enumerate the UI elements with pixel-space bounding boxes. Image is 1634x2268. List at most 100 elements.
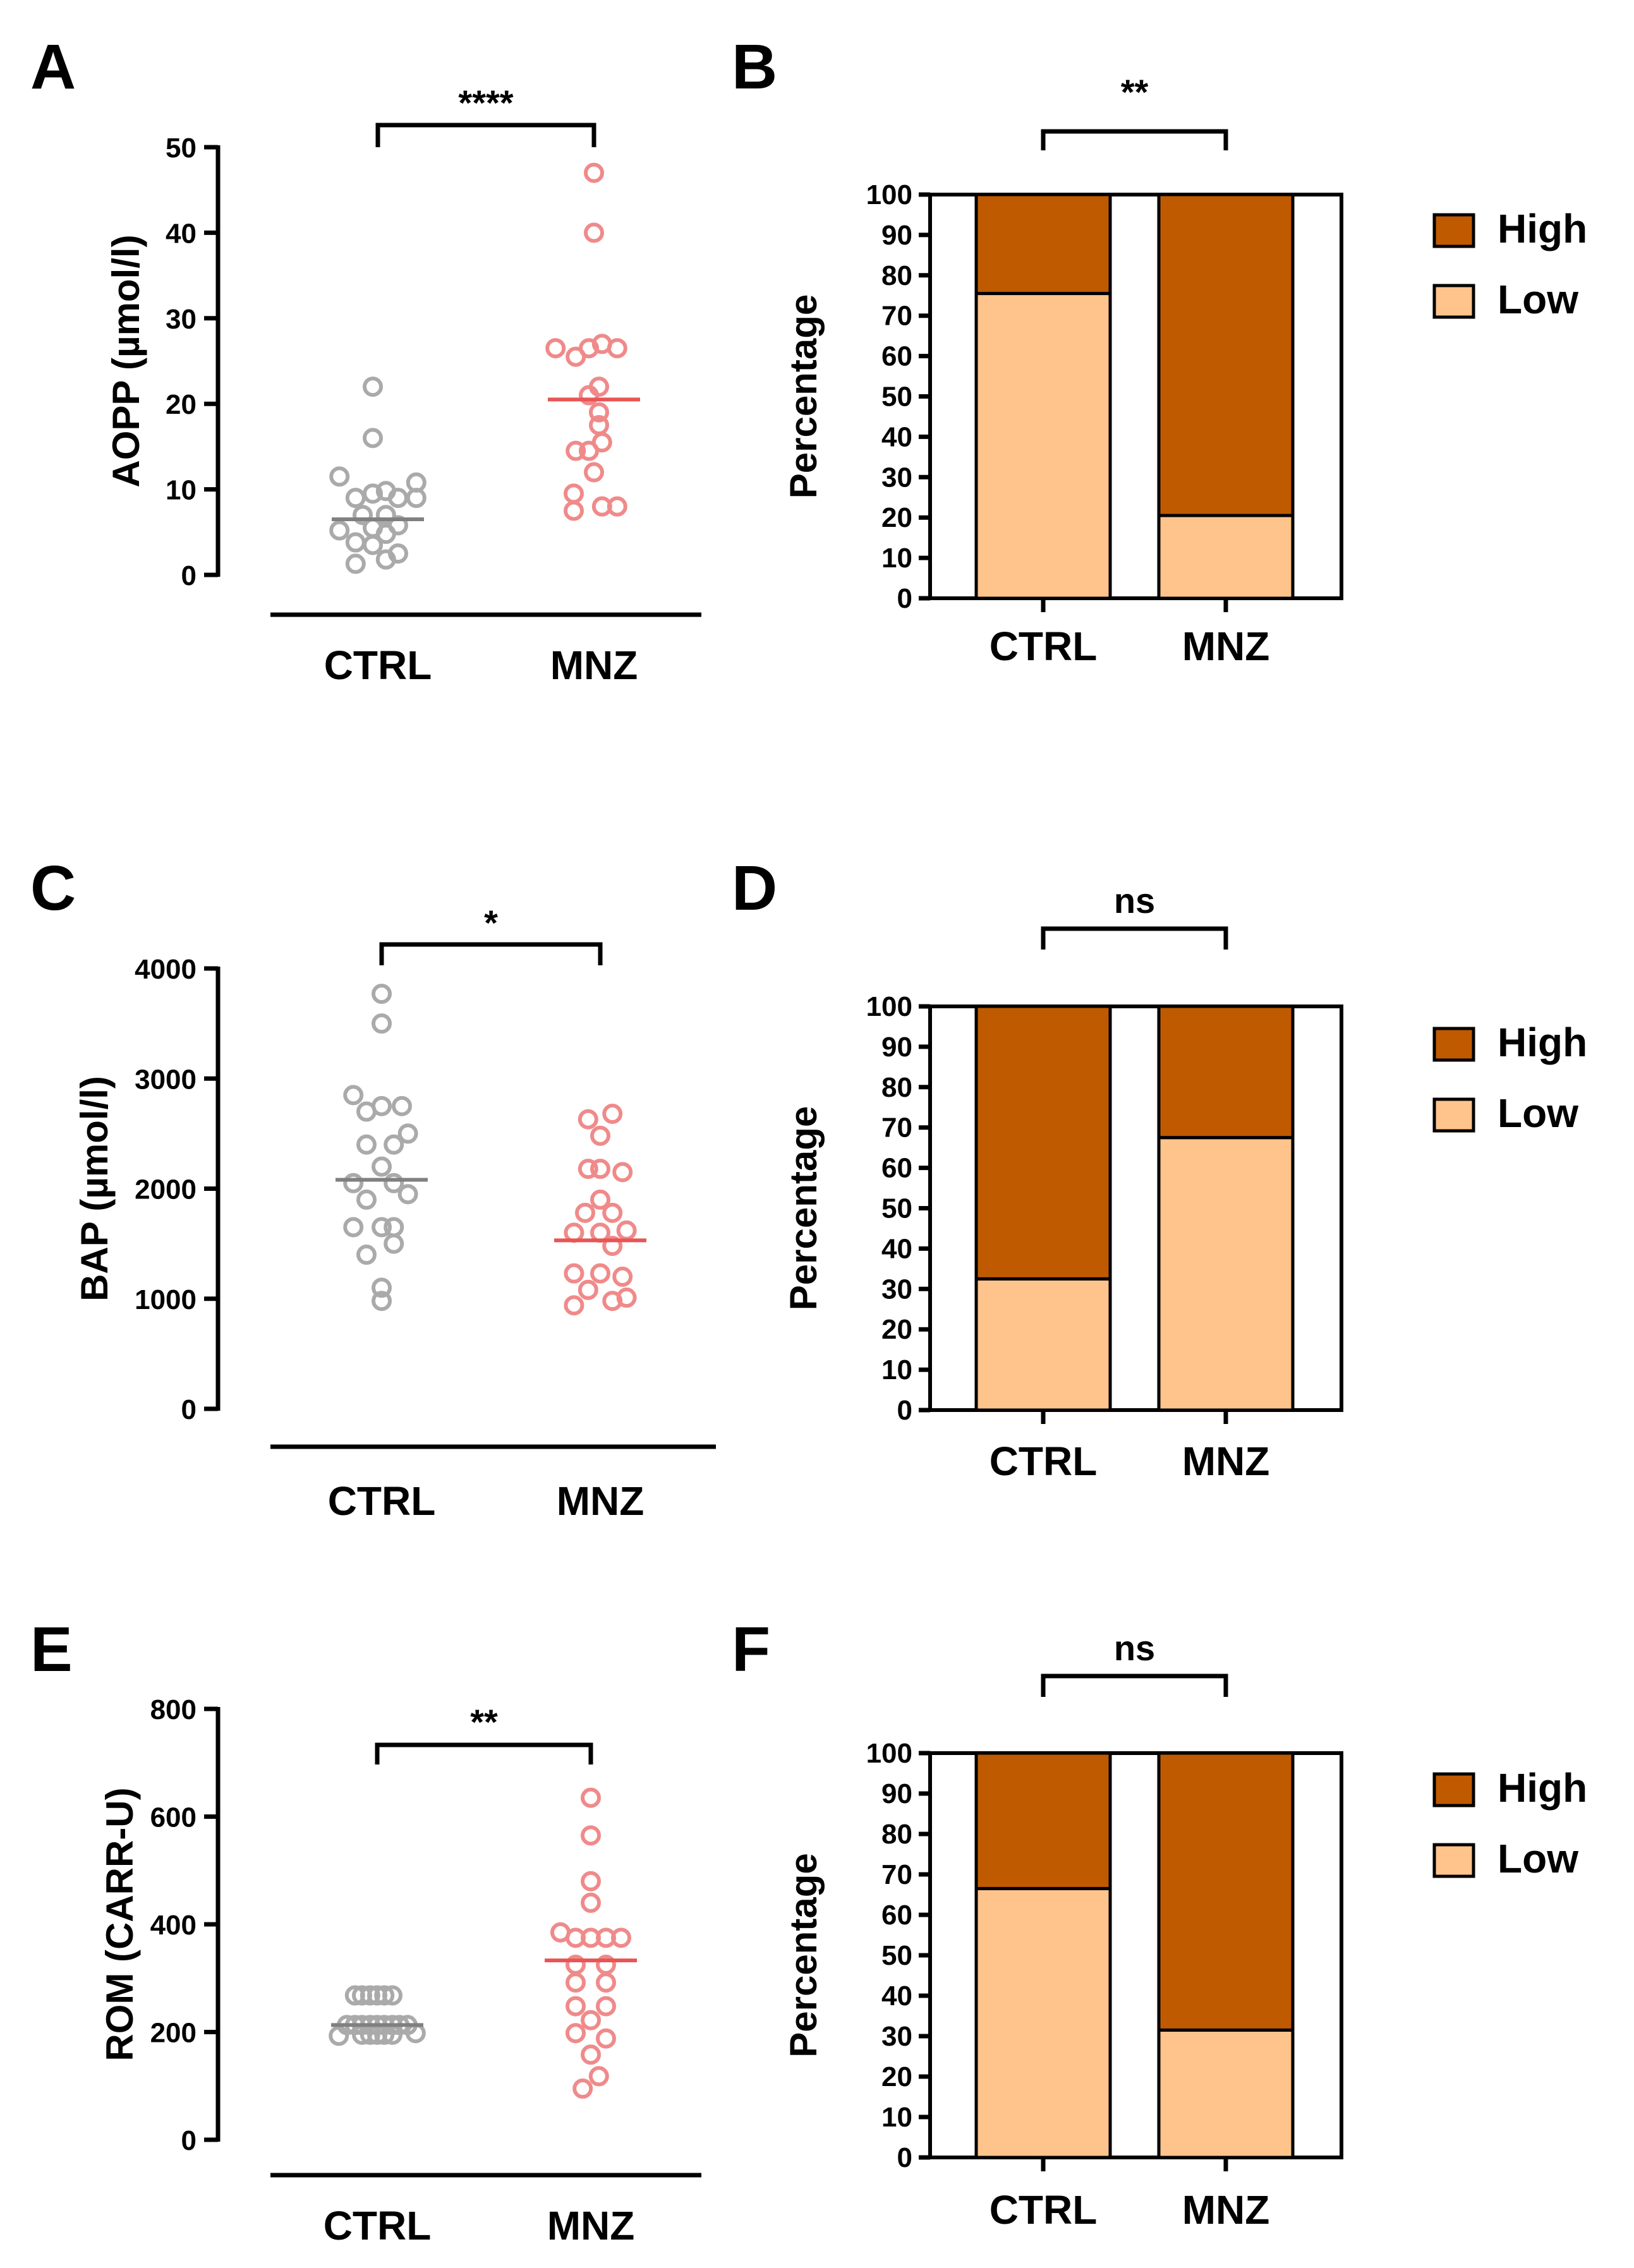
data-point-ctrl xyxy=(345,488,366,509)
panel-F: F 0 10 20 30 40 50 60 70 80 90 100 Percentage CTRL MNZ… xyxy=(732,1614,1587,2233)
data-point-mnz xyxy=(612,1162,633,1183)
legend-swatch-high xyxy=(1432,1027,1475,1062)
data-point-mnz xyxy=(590,1125,610,1146)
data-point-ctrl xyxy=(397,1123,418,1144)
legend-label-low: Low xyxy=(1498,1836,1578,1881)
data-point-ctrl xyxy=(356,1101,377,1122)
y-tick-label: 30 xyxy=(881,462,912,493)
y-tick-label: 80 xyxy=(881,260,912,291)
data-point-mnz xyxy=(591,432,612,453)
data-point-ctrl xyxy=(384,1134,404,1155)
data-point-ctrl xyxy=(363,483,383,504)
y-tick-label: 0 xyxy=(181,1394,197,1425)
x-category-label: CTRL xyxy=(324,642,432,688)
data-point-mnz xyxy=(578,1159,598,1179)
data-point-mnz xyxy=(581,2010,601,2030)
panel-B: B 0 10 20 30 40 50 60 70 80 90 100 Percentage CTRL MNZ… xyxy=(732,32,1587,669)
y-tick-label: 80 xyxy=(881,1072,912,1103)
data-point-mnz xyxy=(589,415,609,436)
data-point-mnz xyxy=(564,1222,584,1243)
panel-label-A: A xyxy=(30,32,76,102)
y-tick-label: 2000 xyxy=(135,1174,197,1205)
data-point-ctrl xyxy=(329,520,350,541)
x-category-label: CTRL xyxy=(989,2187,1098,2233)
data-point-mnz xyxy=(596,2028,616,2049)
data-point-mnz xyxy=(602,1236,623,1257)
data-point-mnz xyxy=(578,1109,598,1130)
legend-swatch-low xyxy=(1432,1097,1475,1133)
bar-low-mnz xyxy=(1157,2028,1295,2159)
y-tick-label: 70 xyxy=(881,301,912,332)
data-point-mnz xyxy=(581,1825,601,1846)
x-category-label: MNZ xyxy=(1182,2187,1270,2233)
panel-A: A 0 10 20 30 40 50 AOPP (µmol/l) CTRL MNZ **** xyxy=(30,32,701,688)
panel-C: C 0 1000 2000 3000 4000 BAP (µmol/l) CTRL MNZ * xyxy=(30,853,716,1524)
data-point-mnz xyxy=(588,2066,609,2087)
data-point-mnz xyxy=(564,1263,584,1284)
data-point-ctrl xyxy=(388,543,408,564)
data-point-ctrl xyxy=(360,1985,380,2006)
data-point-mnz xyxy=(602,1104,623,1125)
y-tick-label: 4000 xyxy=(135,954,197,985)
bar-low-ctrl xyxy=(974,1277,1112,1412)
y-tick-label: 70 xyxy=(881,1113,912,1143)
legend-label-high: High xyxy=(1498,1765,1587,1811)
data-point-ctrl xyxy=(363,428,383,449)
y-tick-label: 0 xyxy=(897,2142,912,2173)
data-point-mnz xyxy=(566,440,586,461)
significance-bracket xyxy=(375,1742,593,1764)
data-point-mnz xyxy=(572,2078,593,2099)
bar-high-ctrl xyxy=(974,1004,1112,1281)
y-tick-label: 80 xyxy=(881,1819,912,1850)
significance-bracket xyxy=(1041,1674,1228,1697)
data-point-mnz xyxy=(589,402,609,423)
panel-label-B: B xyxy=(732,32,777,102)
x-category-label: MNZ xyxy=(547,2203,635,2248)
y-tick-label: 10 xyxy=(166,475,197,506)
data-point-ctrl xyxy=(372,1013,392,1034)
panel-label-E: E xyxy=(30,1614,73,1685)
y-tick-label: 40 xyxy=(881,421,912,452)
y-tick-label: 30 xyxy=(881,2021,912,2052)
x-category-label: MNZ xyxy=(1182,624,1270,669)
y-tick-label: 90 xyxy=(881,1032,912,1063)
panel-label-F: F xyxy=(732,1614,770,1685)
y-tick-label: 70 xyxy=(881,1859,912,1890)
data-point-ctrl xyxy=(356,1245,377,1265)
y-tick-label: 20 xyxy=(881,502,912,533)
data-point-mnz xyxy=(616,1220,637,1241)
legend-swatch-low xyxy=(1432,1843,1475,1878)
x-category-label: CTRL xyxy=(324,2203,432,2248)
data-point-mnz xyxy=(616,1288,637,1308)
significance-bracket xyxy=(1041,129,1228,150)
y-axis-label: AOPP (µmol/l) xyxy=(105,234,147,487)
y-tick-label: 90 xyxy=(881,220,912,251)
data-point-ctrl xyxy=(397,1184,418,1205)
y-tick-label: 10 xyxy=(881,1354,912,1385)
data-point-mnz xyxy=(590,1159,610,1179)
data-point-mnz xyxy=(602,1202,623,1223)
data-point-mnz xyxy=(607,496,627,517)
y-tick-label: 60 xyxy=(881,341,912,372)
data-point-ctrl xyxy=(372,1291,392,1312)
data-point-mnz xyxy=(566,2023,586,2044)
data-point-ctrl xyxy=(382,1985,402,2006)
y-tick-label: 800 xyxy=(150,1694,197,1725)
data-point-mnz xyxy=(584,162,604,183)
y-tick-label: 30 xyxy=(881,1274,912,1305)
data-point-mnz xyxy=(566,1996,586,2017)
data-point-mnz xyxy=(596,1996,616,2017)
data-point-ctrl xyxy=(345,553,366,574)
y-axis-label: Percentage xyxy=(782,294,825,499)
data-point-ctrl xyxy=(343,1217,364,1238)
data-point-ctrl xyxy=(329,466,350,487)
y-axis-label: BAP (µmol/l) xyxy=(73,1076,116,1301)
data-point-ctrl xyxy=(372,1156,392,1177)
y-tick-label: 60 xyxy=(881,1900,912,1931)
bar-high-ctrl xyxy=(974,1751,1112,1890)
y-tick-label: 3000 xyxy=(135,1064,197,1095)
data-point-mnz xyxy=(575,1202,595,1223)
data-point-ctrl xyxy=(372,984,392,1004)
data-point-ctrl xyxy=(374,1985,395,2006)
